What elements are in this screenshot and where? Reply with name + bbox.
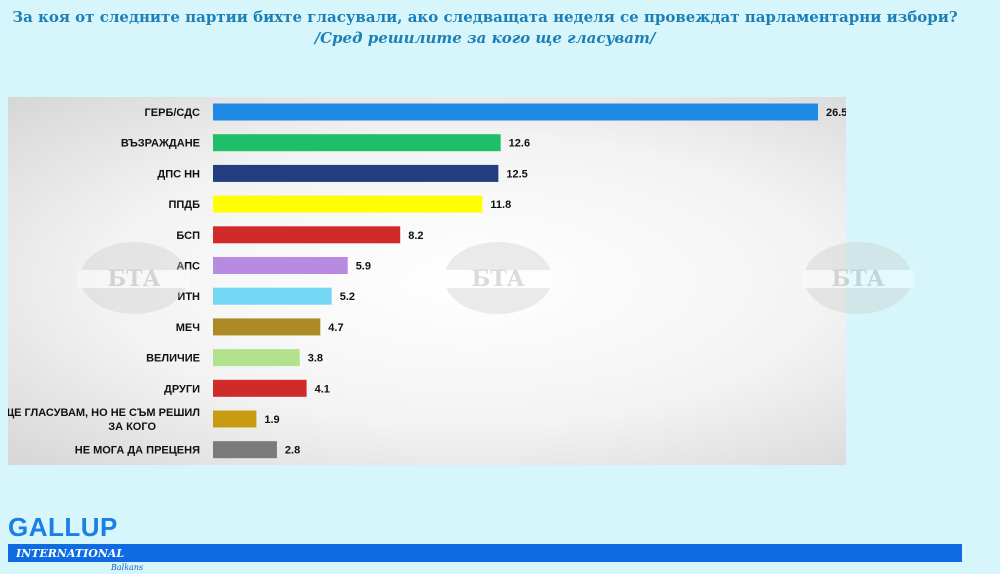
watermark-text: БТА bbox=[471, 266, 524, 292]
bta-watermark-logo: БТА bbox=[442, 242, 554, 314]
category-label: ДПС НН bbox=[157, 168, 200, 180]
chart-title: За коя от следните партии бихте гласувал… bbox=[12, 8, 958, 26]
category-label-line: ЩЕ ГЛАСУВАМ, НО НЕ СЪМ РЕШИЛ bbox=[8, 407, 200, 419]
category-label-line: ВЕЛИЧИЕ bbox=[146, 353, 200, 365]
bta-watermark-logo: БТА bbox=[802, 242, 914, 314]
category-label-line: НЕ МОГА ДА ПРЕЦЕНЯ bbox=[75, 445, 200, 457]
category-label: ППДБ bbox=[168, 199, 200, 211]
category-label-line: МЕЧ bbox=[176, 322, 200, 334]
category-label: МЕЧ bbox=[176, 322, 200, 334]
category-label: ВЪЗРАЖДАНЕ bbox=[121, 138, 200, 150]
bar bbox=[213, 257, 348, 274]
data-label: 8.2 bbox=[408, 230, 423, 242]
category-label-line: ВЪЗРАЖДАНЕ bbox=[121, 138, 200, 150]
category-label: АПС bbox=[176, 261, 200, 273]
category-label: ВЕЛИЧИЕ bbox=[146, 353, 200, 365]
watermark-text: БТА bbox=[831, 266, 884, 292]
bar bbox=[213, 226, 401, 244]
gallup-logo: GALLUP bbox=[8, 512, 118, 542]
category-label-line: ГЕРБ/СДС bbox=[145, 107, 201, 119]
bar bbox=[213, 379, 307, 397]
category-label-line: ЗА КОГО bbox=[108, 421, 156, 433]
bar bbox=[213, 349, 300, 367]
data-label: 5.9 bbox=[356, 261, 371, 273]
category-label-line: АПС bbox=[176, 261, 200, 273]
category-label-line: ИТН bbox=[177, 291, 200, 303]
data-label: 26.5 bbox=[826, 107, 846, 119]
category-label: БСП bbox=[176, 230, 200, 242]
category-label: ИТН bbox=[177, 291, 200, 303]
bar bbox=[213, 195, 483, 213]
bar bbox=[213, 287, 332, 305]
bar bbox=[213, 318, 321, 336]
bar bbox=[213, 164, 499, 182]
bta-watermark-logo: БТА bbox=[78, 242, 190, 314]
category-label-line: ДРУГИ bbox=[164, 383, 200, 395]
bar bbox=[213, 410, 257, 428]
data-label: 4.7 bbox=[328, 322, 343, 334]
bar-chart: 26.5 ГЕРБ/СДС 12.6 ВЪЗРАЖДАНЕ 12.5 ДПС НН 11.8… bbox=[8, 103, 846, 459]
bar bbox=[213, 441, 277, 459]
data-label: 12.6 bbox=[509, 138, 530, 150]
gallup-balkans-text: Balkans bbox=[111, 563, 144, 572]
brand-bar bbox=[8, 544, 962, 562]
chart-panel: 26.5 ГЕРБ/СДС 12.6 ВЪЗРАЖДАНЕ 12.5 ДПС НН 11.8… bbox=[8, 97, 846, 465]
data-label: 12.5 bbox=[506, 168, 527, 180]
category-label-line: ДПС НН bbox=[157, 168, 200, 180]
data-label: 5.2 bbox=[340, 291, 355, 303]
category-label: ЩЕ ГЛАСУВАМ, НО НЕ СЪМ РЕШИЛ ЗА КОГО bbox=[8, 407, 200, 433]
category-label-line: БСП bbox=[176, 230, 200, 242]
data-label: 3.8 bbox=[308, 353, 323, 365]
data-label: 11.8 bbox=[490, 199, 511, 211]
bar bbox=[213, 103, 818, 121]
category-label: НЕ МОГА ДА ПРЕЦЕНЯ bbox=[75, 445, 200, 457]
bar bbox=[213, 134, 501, 152]
gallup-international-text: INTERNATIONAL bbox=[16, 547, 125, 560]
watermark-text: БТА bbox=[107, 266, 160, 292]
chart-subtitle: /Сред решилите за кого ще гласуват/ bbox=[314, 29, 656, 47]
category-label: ДРУГИ bbox=[164, 383, 200, 395]
data-label: 4.1 bbox=[315, 383, 330, 395]
category-label: ГЕРБ/СДС bbox=[145, 107, 201, 119]
data-label: 1.9 bbox=[264, 414, 279, 426]
data-label: 2.8 bbox=[285, 445, 300, 457]
category-label-line: ППДБ bbox=[168, 199, 200, 211]
